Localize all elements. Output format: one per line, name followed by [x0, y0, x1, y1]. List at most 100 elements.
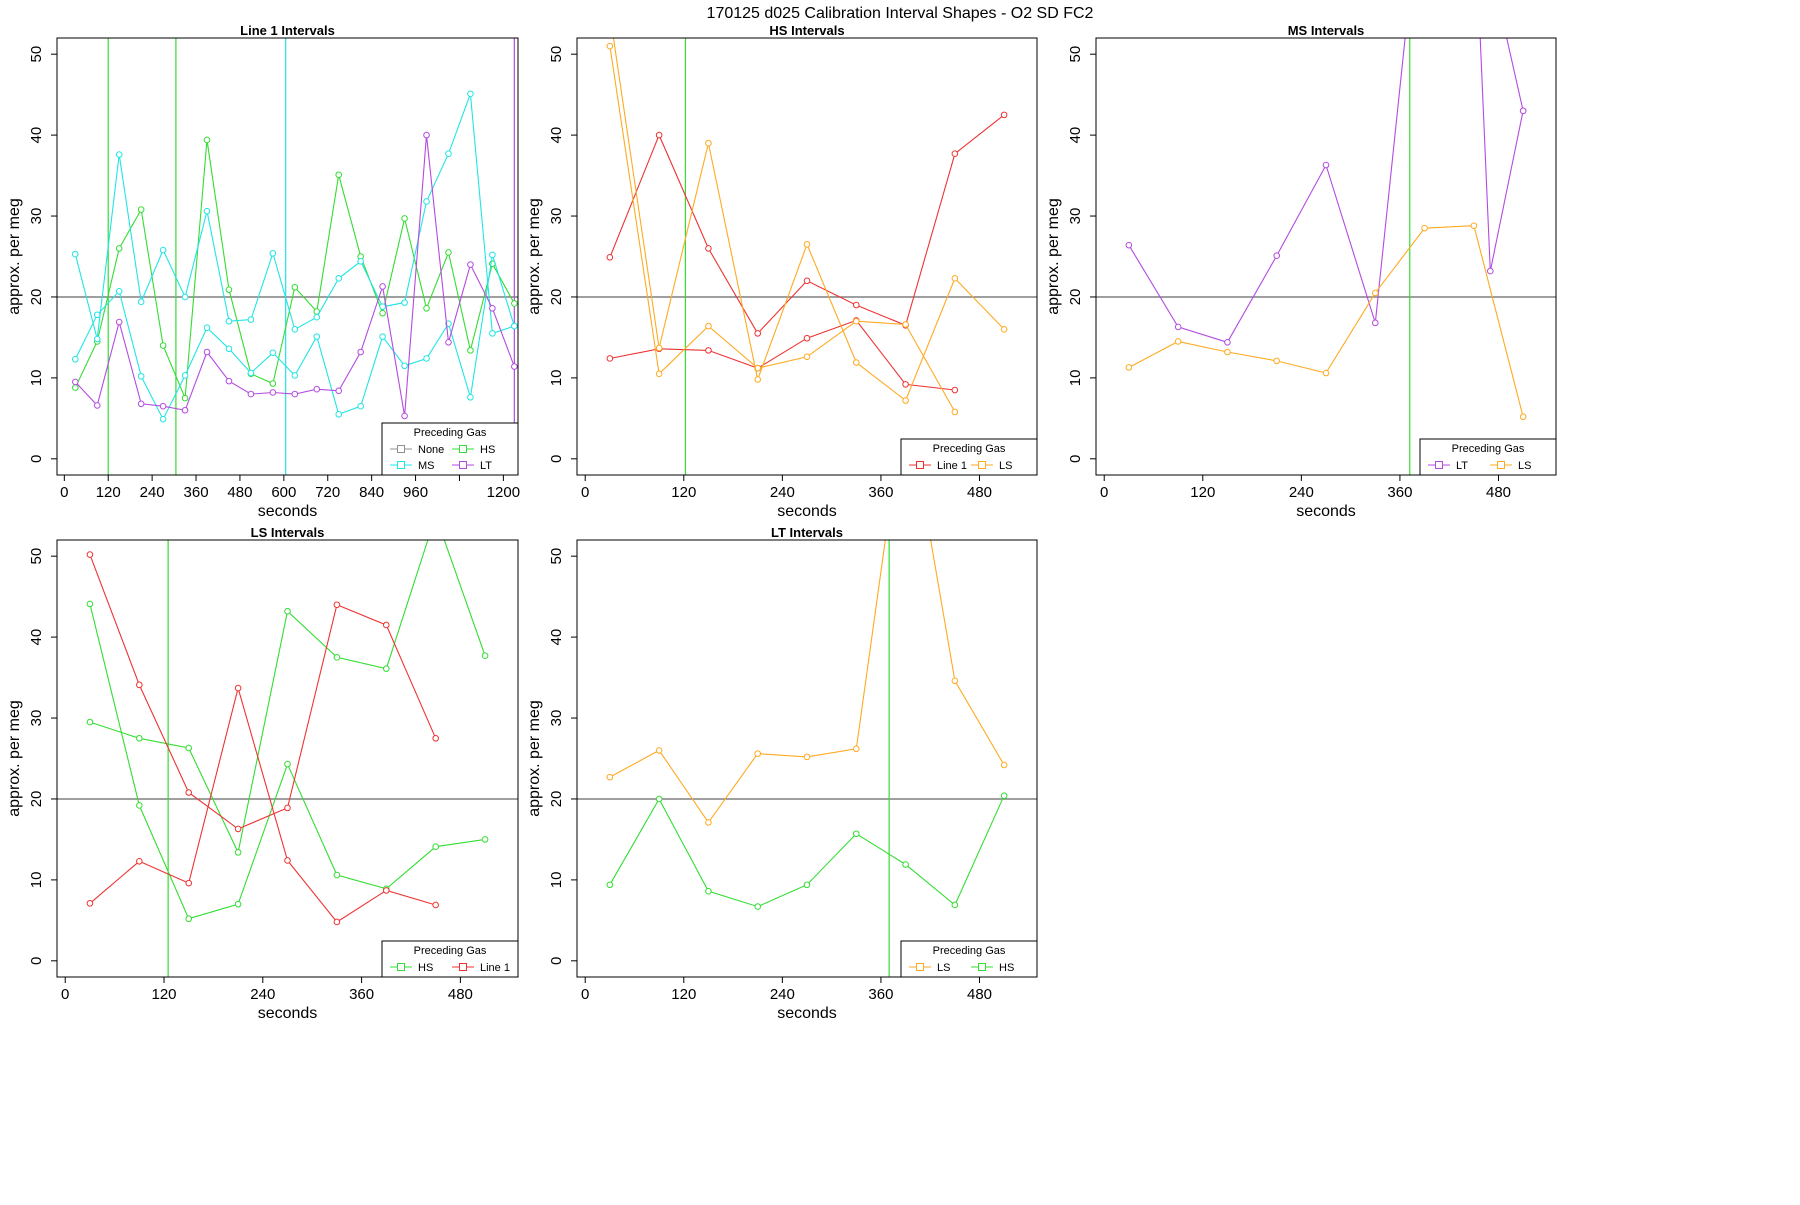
y-tick-label: 0: [548, 957, 565, 965]
data-point-hs: [1000, 792, 1008, 800]
x-tick-label: 840: [359, 484, 384, 501]
x-axis-label: seconds: [1296, 503, 1356, 520]
series-group: [86, 540, 489, 926]
x-tick-label: 240: [770, 986, 795, 1003]
figure-title: 170125 d025 Calibration Interval Shapes …: [707, 5, 1094, 22]
data-point-ls: [1273, 357, 1281, 365]
data-point-lt: [467, 261, 474, 268]
y-tick-label: 40: [548, 127, 565, 144]
data-point-ms: [401, 299, 408, 306]
y-tick-label: 30: [28, 208, 45, 225]
series-group: [71, 90, 518, 423]
data-point-lt: [203, 348, 211, 356]
data-point-ls: [803, 241, 811, 248]
data-point-line-1: [951, 386, 959, 394]
y-tick-label: 0: [28, 957, 45, 965]
data-point-ls: [606, 773, 614, 781]
data-point-line-1: [803, 334, 811, 342]
y-tick-label: 50: [548, 548, 565, 565]
legend-marker-ls: [1497, 461, 1505, 469]
data-point-ms: [445, 150, 452, 158]
data-point-ms: [467, 394, 474, 401]
legend-marker-hs: [978, 963, 986, 971]
legend-marker-hs: [397, 963, 405, 971]
series-line-ls: [612, 38, 1005, 402]
data-point-ms: [137, 372, 145, 380]
data-point-ls: [902, 397, 909, 404]
data-point-ls: [655, 370, 663, 378]
data-point-hs: [137, 206, 145, 213]
data-point-ms: [423, 198, 430, 205]
series-line-ls: [1128, 225, 1524, 417]
data-point-ls: [803, 353, 811, 361]
data-point-hs: [181, 394, 189, 402]
y-tick-label: 10: [28, 872, 45, 889]
data-point-ms: [357, 258, 364, 265]
series-group: [1125, 38, 1527, 421]
y-tick-label: 0: [1067, 455, 1084, 463]
data-point-ms: [71, 355, 79, 363]
data-point-lt: [137, 400, 145, 408]
y-tick-label: 20: [28, 791, 45, 808]
x-tick-label: 480: [1486, 484, 1511, 501]
data-point-hs: [423, 304, 430, 312]
data-point-line-1: [284, 857, 291, 864]
data-point-hs: [203, 136, 211, 144]
data-point-line-1: [705, 347, 712, 354]
legend-marker-ms: [397, 461, 405, 469]
data-point-ms: [357, 402, 364, 410]
y-tick-label: 20: [548, 791, 565, 808]
panel-title: HS Intervals: [769, 23, 844, 38]
x-tick-label: 600: [271, 484, 296, 501]
data-point-lt: [511, 363, 518, 370]
data-point-hs: [401, 215, 408, 222]
data-point-ls: [655, 747, 663, 754]
data-point-lt: [181, 406, 189, 414]
x-tick-label: 360: [868, 986, 893, 1003]
x-tick-label: 240: [770, 484, 795, 501]
x-tick-label: 360: [1387, 484, 1412, 501]
data-point-ms: [489, 251, 496, 259]
legend-title: Preceding Gas: [1452, 443, 1525, 455]
data-point-hs: [382, 665, 390, 672]
legend-label-line-1: Line 1: [480, 962, 510, 974]
x-tick-label: 480: [967, 484, 992, 501]
x-tick-label: 480: [448, 986, 473, 1003]
legend-marker-lt: [459, 461, 467, 469]
series-line-hs: [491, 263, 515, 304]
y-tick-label: 40: [28, 629, 45, 646]
data-point-ls: [951, 408, 959, 416]
panel-2: MS Intervals seconds approx. per meg 0 10 20 3…: [1045, 23, 1557, 520]
data-point-lt: [1224, 338, 1231, 346]
y-tick-label: 20: [1067, 289, 1084, 306]
legend-marker-ls: [916, 963, 924, 971]
data-point-ms: [269, 249, 277, 257]
data-point-hs: [291, 283, 299, 291]
plot-frame: [1095, 37, 1557, 476]
x-tick-label: 720: [315, 484, 340, 501]
data-point-ls: [1322, 369, 1330, 377]
y-tick-label: 0: [548, 455, 565, 463]
data-point-hs: [86, 718, 94, 726]
data-point-ms: [247, 316, 255, 323]
data-point-ls: [951, 275, 959, 282]
x-tick-label: 240: [140, 484, 165, 501]
data-point-hs: [86, 600, 94, 608]
data-point-ms: [225, 317, 233, 325]
y-tick-label: 50: [548, 46, 565, 63]
x-tick-label: 120: [152, 986, 177, 1003]
data-point-ls: [1371, 289, 1379, 297]
y-tick-label: 50: [1067, 46, 1084, 63]
data-point-lt: [269, 389, 277, 396]
data-point-ms: [313, 333, 321, 340]
x-axis-label: seconds: [777, 1005, 837, 1022]
data-point-ms: [159, 415, 167, 423]
data-point-line-1: [754, 330, 762, 337]
data-point-ls: [852, 317, 860, 325]
y-axis-label: approx. per meg: [526, 198, 543, 315]
data-point-ms: [137, 298, 145, 306]
legend-title: Preceding Gas: [414, 945, 487, 957]
y-tick-label: 40: [1067, 127, 1084, 144]
data-point-ls: [1000, 326, 1008, 333]
data-point-ms: [115, 151, 123, 158]
